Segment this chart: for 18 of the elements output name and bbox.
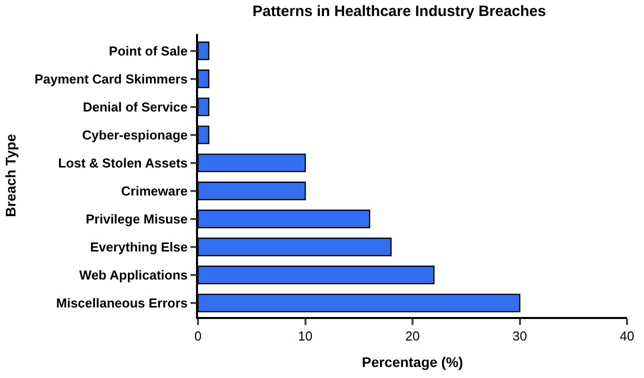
x-tick-label: 30 xyxy=(512,328,527,344)
y-tick-label: Point of Sale xyxy=(108,43,188,58)
y-tick-label: Everything Else xyxy=(90,240,188,254)
x-tick-label: 40 xyxy=(620,328,634,344)
x-tick-label: 0 xyxy=(194,328,202,344)
y-tick-label: Cyber-espionage xyxy=(82,127,188,142)
y-tick-label: Privilege Misuse xyxy=(86,211,188,226)
chart-title: Patterns in Healthcare Industry Breaches xyxy=(252,3,546,20)
y-axis-title: Breach Type xyxy=(2,134,19,217)
x-tick-label: 20 xyxy=(405,328,420,344)
x-tick-label: 10 xyxy=(298,328,312,344)
y-tick-label: Payment Card Skimmers xyxy=(34,71,188,86)
y-tick-label: Lost & Stolen Assets xyxy=(58,155,188,170)
x-axis-title: Percentage (%) xyxy=(362,354,464,370)
y-tick-label: Denial of Service xyxy=(82,99,188,114)
y-tick-label: Web Applications xyxy=(79,268,188,283)
y-tick-label: Crimeware xyxy=(121,183,188,198)
y-tick-label: Miscellaneous Errors xyxy=(56,296,188,311)
